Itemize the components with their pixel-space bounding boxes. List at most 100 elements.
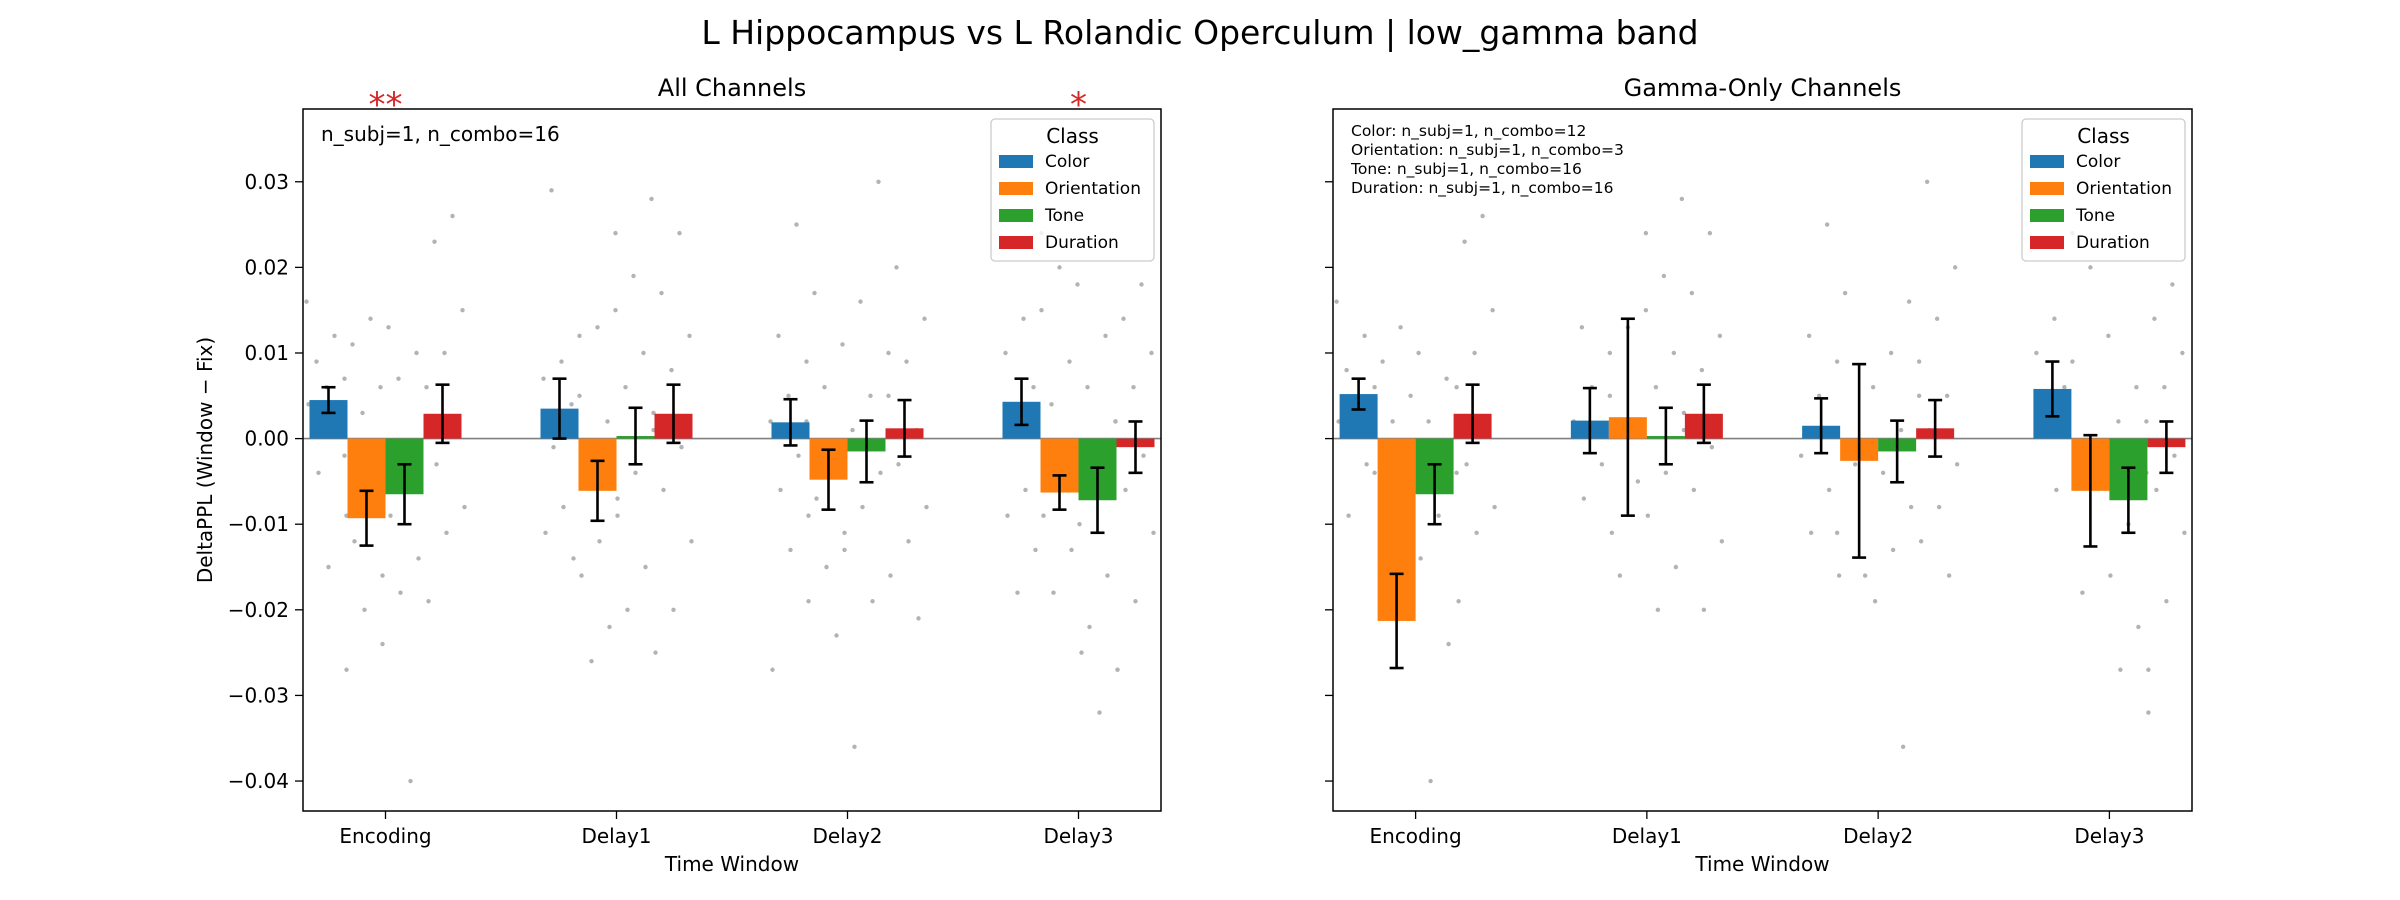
scatter-point [1464, 462, 1469, 467]
scatter-point [1456, 599, 1461, 604]
scatter-point [1003, 350, 1008, 356]
scatter-point [1067, 359, 1072, 364]
scatter-point [416, 556, 421, 561]
scatter-point [571, 556, 576, 561]
scatter-point [1031, 385, 1036, 390]
scatter-point [1916, 393, 1922, 398]
scatter-point [1444, 376, 1449, 381]
scatter-point [1870, 385, 1876, 390]
legend-label: Duration [2076, 233, 2150, 253]
scatter-point [1334, 299, 1339, 304]
scatter-point [1115, 667, 1120, 672]
scatter-point [360, 410, 365, 416]
scatter-point [414, 350, 419, 356]
y-tick-label: 0.03 [244, 170, 289, 194]
scatter-point [1454, 385, 1459, 390]
scatter-point [1888, 350, 1894, 356]
scatter-point [886, 393, 891, 398]
legend-swatch-tone [999, 209, 1033, 222]
scatter-point [1041, 513, 1046, 518]
scatter-point [906, 539, 911, 544]
scatter-point [876, 179, 881, 184]
scatter-point [2054, 487, 2059, 493]
figure-title: L Hippocampus vs L Rolandic Operculum | … [701, 13, 1698, 52]
y-tick-label: 0.01 [244, 341, 289, 365]
legend-label: Orientation [2076, 179, 2172, 199]
scatter-point [1635, 479, 1641, 484]
scatter-point [1689, 290, 1695, 296]
scatter-point [1653, 385, 1659, 390]
scatter-point [605, 419, 610, 424]
scatter-point [398, 590, 403, 595]
scatter-point [842, 530, 847, 535]
scatter-point [1707, 230, 1713, 236]
scatter-point [2034, 350, 2039, 356]
scatter-point [1816, 393, 1822, 398]
scatter-point [362, 607, 367, 613]
scatter-point [1890, 547, 1896, 553]
scatter-point [595, 325, 600, 330]
scatter-point [1344, 367, 1349, 373]
scatter-point [1924, 179, 1930, 184]
scatter-point [1005, 513, 1010, 518]
scatter-point [922, 316, 927, 321]
scatter-point [924, 504, 929, 510]
scatter-point [868, 393, 873, 398]
scatter-point [2062, 385, 2067, 390]
y-tick-label: −0.03 [228, 683, 289, 707]
scatter-point [1372, 470, 1377, 476]
scatter-point [615, 496, 620, 501]
scatter-point [916, 616, 921, 621]
x-tick-label: Delay1 [581, 824, 651, 848]
scatter-point [1798, 453, 1804, 458]
annotation: n_subj=1, n_combo=16 [321, 122, 560, 146]
scatter-point [541, 376, 546, 381]
scatter-point [424, 385, 429, 390]
scatter-point [561, 504, 566, 510]
scatter-point [332, 333, 337, 339]
scatter-point [840, 342, 845, 347]
legend-title: Class [2077, 124, 2130, 148]
scatter-point [649, 196, 654, 202]
legend-label: Tone [2075, 206, 2115, 226]
x-tick-label: Delay1 [1612, 824, 1682, 848]
scatter-point [460, 307, 465, 313]
annotation-line: Orientation: n_subj=1, n_combo=3 [1351, 141, 1624, 160]
scatter-point [1103, 333, 1108, 339]
scatter-point [671, 607, 676, 613]
significance-marker: ** [369, 85, 403, 125]
scatter-point [661, 487, 666, 493]
x-axis-label: Time Window [1694, 852, 1829, 876]
scatter-point [1474, 530, 1479, 535]
scatter-point [1934, 316, 1940, 321]
panel-title: All Channels [658, 74, 806, 102]
scatter-point [886, 350, 891, 356]
scatter-point [1079, 650, 1084, 655]
scatter-point [1617, 573, 1623, 578]
scatter-point [577, 333, 582, 339]
scatter-point [1121, 316, 1126, 321]
scatter-point [1842, 290, 1848, 296]
scatter-point [442, 350, 447, 356]
scatter-point [1663, 470, 1669, 476]
legend-title: Class [1046, 124, 1099, 148]
scatter-point [1952, 265, 1958, 270]
scatter-point [1015, 590, 1020, 595]
scatter-point [625, 607, 630, 613]
scatter-point [2134, 385, 2139, 390]
scatter-point [794, 222, 799, 227]
scatter-point [462, 504, 467, 510]
x-tick-label: Delay3 [2074, 824, 2144, 848]
scatter-point [1880, 470, 1886, 476]
scatter-point [579, 573, 584, 578]
scatter-point [1834, 359, 1840, 364]
scatter-point [1655, 607, 1661, 613]
scatter-point [1069, 547, 1074, 553]
scatter-point [577, 393, 582, 398]
scatter-point [2116, 419, 2121, 424]
scatter-point [633, 470, 638, 476]
scatter-point [380, 573, 385, 578]
scatter-point [1661, 273, 1667, 279]
scatter-point [2136, 624, 2141, 630]
scatter-point [388, 513, 393, 518]
